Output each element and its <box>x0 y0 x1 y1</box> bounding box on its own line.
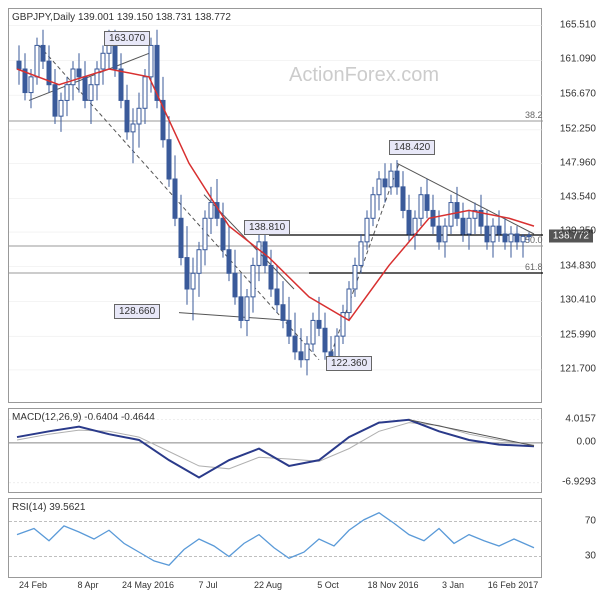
rsi-svg <box>9 499 543 579</box>
x-tick: 7 Jul <box>198 580 217 590</box>
price-chart-svg: 38.250.061.8 <box>9 9 543 404</box>
price-label: 128.660 <box>114 304 160 319</box>
time-x-axis: 24 Feb 8 Apr 24 May 2016 7 Jul 22 Aug 5 Oct 18… <box>8 580 542 596</box>
rsi-y-axis: 70 30 <box>542 498 598 578</box>
y-tick: 139.250 <box>560 226 596 237</box>
y-tick: 156.670 <box>560 89 596 100</box>
x-tick: 24 May 2016 <box>122 580 174 590</box>
y-tick: 0.00 <box>577 436 596 447</box>
y-tick: 125.990 <box>560 330 596 341</box>
y-tick: 143.540 <box>560 192 596 203</box>
x-tick: 16 Feb 2017 <box>488 580 539 590</box>
x-tick: 18 Nov 2016 <box>367 580 418 590</box>
macd-svg <box>9 409 543 494</box>
price-label: 148.420 <box>389 140 435 155</box>
y-tick: -6.9293 <box>562 476 596 487</box>
rsi-chart: RSI(14) 39.5621 <box>8 498 542 578</box>
y-tick: 30 <box>585 550 596 561</box>
y-tick: 161.090 <box>560 54 596 65</box>
y-tick: 152.250 <box>560 123 596 134</box>
macd-chart: MACD(12,26,9) -0.6404 -0.4644 <box>8 408 542 493</box>
price-label: 138.810 <box>244 220 290 235</box>
y-tick: 121.700 <box>560 363 596 374</box>
y-tick: 147.960 <box>560 157 596 168</box>
price-y-axis: 165.510 161.090 156.670 152.250 147.960 143.5… <box>542 8 598 403</box>
y-tick: 70 <box>585 515 596 526</box>
price-label: 163.070 <box>104 31 150 46</box>
price-label: 122.360 <box>326 356 372 371</box>
x-tick: 3 Jan <box>442 580 464 590</box>
x-tick: 22 Aug <box>254 580 282 590</box>
x-tick: 5 Oct <box>317 580 339 590</box>
x-tick: 24 Feb <box>19 580 47 590</box>
svg-text:61.8: 61.8 <box>525 262 543 272</box>
y-tick: 130.410 <box>560 295 596 306</box>
y-tick: 4.0157 <box>565 413 596 424</box>
macd-y-axis: 4.0157 0.00 -6.9293 <box>542 408 598 493</box>
svg-text:38.2: 38.2 <box>525 110 543 120</box>
x-tick: 8 Apr <box>77 580 98 590</box>
y-tick: 134.830 <box>560 260 596 271</box>
price-chart: GBPJPY,Daily 139.001 139.150 138.731 138… <box>8 8 542 403</box>
y-tick: 165.510 <box>560 19 596 30</box>
